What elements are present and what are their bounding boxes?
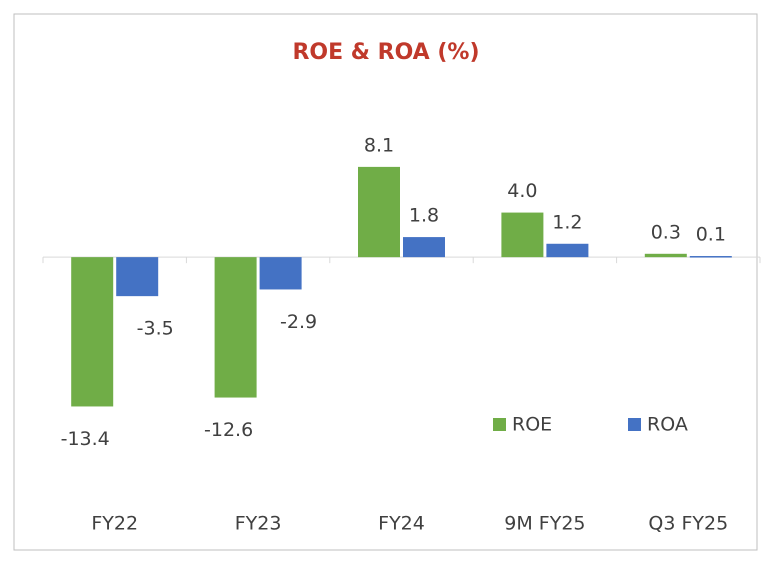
bar <box>214 257 257 398</box>
data-label: -2.9 <box>280 311 317 333</box>
x-tick-label: Q3 FY25 <box>648 513 728 535</box>
x-tick-label: FY22 <box>91 513 138 535</box>
x-tick-label: FY23 <box>235 513 282 535</box>
data-label: -3.5 <box>137 318 174 340</box>
bar <box>403 237 445 258</box>
data-label: 0.1 <box>696 224 726 246</box>
data-label: 1.8 <box>409 205 439 227</box>
chart-title: ROE & ROA (%) <box>292 40 479 65</box>
bar <box>116 257 159 297</box>
data-label: -13.4 <box>61 428 110 450</box>
bar <box>546 243 589 258</box>
bar <box>501 212 544 258</box>
data-label: -12.6 <box>204 419 253 441</box>
legend-label: ROA <box>647 414 688 436</box>
bar <box>358 166 400 258</box>
legend-swatch <box>493 418 506 431</box>
x-tick-label: 9M FY25 <box>504 513 585 535</box>
x-tick-label: FY24 <box>378 513 425 535</box>
bar <box>71 257 114 407</box>
data-label: 4.0 <box>507 180 537 202</box>
legend-swatch <box>628 418 641 431</box>
bar <box>689 256 732 258</box>
bar <box>644 253 687 258</box>
data-label: 1.2 <box>552 211 582 233</box>
data-label: 8.1 <box>364 134 394 156</box>
bar <box>259 257 302 290</box>
data-label: 0.3 <box>651 221 681 243</box>
legend-label: ROE <box>512 414 552 436</box>
